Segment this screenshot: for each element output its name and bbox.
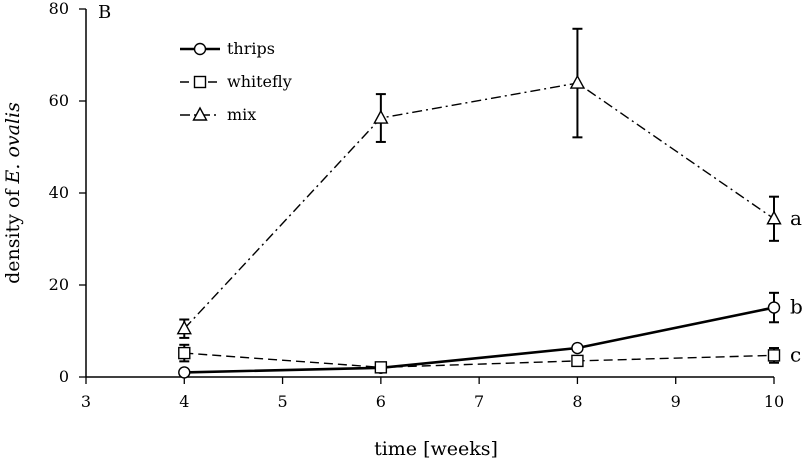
legend-item-mix: mix [180, 105, 256, 124]
y-ticks: 0 20 40 60 80 [49, 0, 86, 386]
legend-marker [192, 106, 208, 121]
series-mix [176, 27, 782, 339]
y-tick-label: 0 [59, 367, 69, 386]
x-tick-label: 9 [671, 392, 681, 411]
data-point-thrips [571, 341, 584, 355]
y-tick-label: 20 [49, 275, 69, 294]
x-tick-label: 10 [764, 392, 784, 411]
series-whitefly [178, 343, 781, 374]
data-point-whitefly [178, 346, 191, 360]
y-axis-label-prefix: density of [2, 183, 24, 283]
x-tick-label: 4 [179, 392, 189, 411]
series-line-mix [183, 82, 775, 330]
series-line-whitefly [184, 352, 775, 369]
x-tick-label: 5 [277, 392, 287, 411]
legend: thrips whitefly mix [180, 39, 292, 124]
data-point-mix [176, 320, 192, 335]
legend-marker [193, 75, 207, 89]
legend-item-thrips: thrips [180, 39, 275, 58]
x-axis-label: time [weeks] [374, 438, 498, 460]
legend-item-whitefly: whitefly [180, 72, 292, 91]
axes [85, 9, 774, 378]
data-point-thrips [178, 366, 191, 379]
y-tick-label: 40 [49, 183, 69, 202]
x-tick-label: 7 [474, 392, 484, 411]
legend-label: mix [227, 105, 256, 124]
x-tick-label: 8 [572, 392, 582, 411]
x-tick-label: 6 [376, 392, 386, 411]
group-letter-mix: a [790, 206, 802, 230]
data-point-whitefly [571, 354, 584, 368]
y-axis-label-species: E. ovalis [2, 102, 24, 185]
series-thrips [178, 291, 781, 379]
data-point-thrips [767, 301, 781, 314]
legend-marker [193, 42, 207, 56]
series-layer [176, 27, 782, 379]
y-tick-label: 60 [49, 91, 69, 110]
group-letter-whitefly: c [790, 342, 801, 366]
series-line-thrips [184, 306, 775, 374]
data-point-mix [766, 210, 782, 225]
group-letters: bc a [790, 206, 803, 367]
panel-label: B [98, 2, 111, 23]
y-axis-label: density of E. ovalis [2, 102, 24, 284]
x-tick-label: 3 [81, 392, 91, 411]
data-point-mix [373, 109, 389, 124]
data-point-whitefly [767, 349, 781, 362]
legend-label: thrips [227, 39, 275, 58]
data-point-mix [569, 74, 586, 89]
group-letter-thrips: b [790, 295, 803, 319]
x-ticks: 3 4 5 6 7 8 9 10 [81, 377, 784, 411]
legend-label: whitefly [227, 72, 292, 91]
y-tick-label: 80 [49, 0, 69, 18]
data-point-whitefly [374, 361, 388, 374]
